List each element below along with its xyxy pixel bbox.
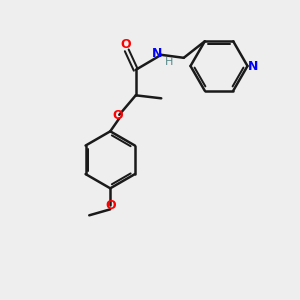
Text: O: O [105,199,116,212]
Text: N: N [248,59,258,73]
Text: O: O [120,38,130,51]
Text: O: O [112,109,123,122]
Text: H: H [165,57,173,67]
Text: N: N [152,47,162,60]
